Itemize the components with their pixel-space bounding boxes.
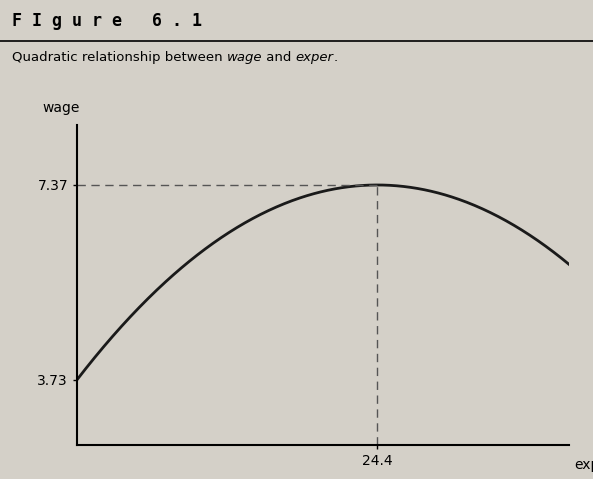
Text: wage: wage <box>227 51 262 64</box>
Text: .: . <box>334 51 338 64</box>
Text: F I g u r e   6 . 1: F I g u r e 6 . 1 <box>12 12 202 30</box>
Text: and: and <box>262 51 296 64</box>
Text: Quadratic relationship between: Quadratic relationship between <box>12 51 227 64</box>
Text: exper: exper <box>574 458 593 472</box>
Text: exper: exper <box>296 51 334 64</box>
Text: wage: wage <box>43 101 80 115</box>
